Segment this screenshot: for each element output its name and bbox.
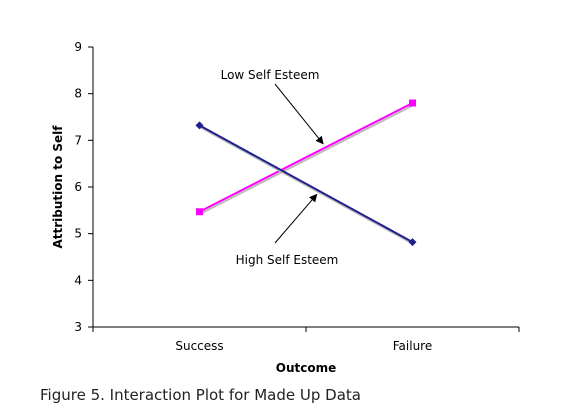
series-line-shadow	[200, 126, 414, 245]
data-point-marker	[195, 121, 204, 130]
y-axis-title: Attribution to Self	[51, 125, 65, 249]
y-tick-label: 9	[74, 40, 82, 54]
x-tick-label: Failure	[393, 339, 432, 353]
y-tick-label: 6	[74, 180, 82, 194]
series-line	[199, 102, 413, 213]
y-tick-label: 8	[74, 87, 82, 101]
series-line	[199, 124, 413, 243]
y-tick-label: 3	[74, 320, 82, 334]
chart-axes	[92, 47, 519, 328]
chart-annotations: Low Self Esteem High Self Esteem	[221, 68, 339, 267]
x-axis-title: Outcome	[276, 361, 336, 375]
y-tick-label: 4	[74, 273, 82, 287]
annotation-label: Low Self Esteem	[221, 68, 320, 82]
annotation-arrow	[274, 193, 318, 244]
annotation-label: High Self Esteem	[236, 253, 339, 267]
data-point-marker	[196, 208, 203, 216]
y-tick-label: 7	[74, 133, 82, 147]
figure-caption: Figure 5. Interaction Plot for Made Up D…	[40, 386, 361, 404]
y-tick-label: 5	[74, 227, 82, 241]
chart-series	[195, 99, 417, 247]
chart-ticks: 3 4 5 6 7 8 9 Success Failure	[74, 40, 520, 353]
series-line-shadow	[200, 104, 414, 215]
data-point-marker	[409, 99, 416, 107]
x-tick-label: Success	[175, 339, 223, 353]
annotation-arrow	[274, 83, 324, 145]
data-point-marker	[408, 238, 417, 247]
interaction-chart: 3 4 5 6 7 8 9 Success Failure Low Self Esteem Hig…	[51, 40, 520, 375]
